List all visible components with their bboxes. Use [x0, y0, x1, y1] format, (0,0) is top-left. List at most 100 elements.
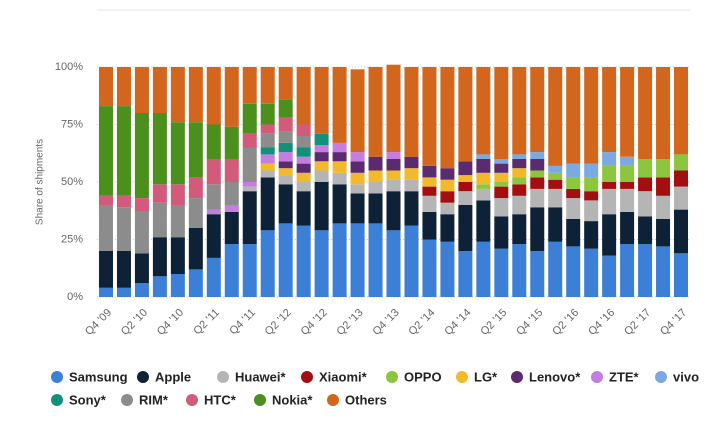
legend-label: OPPO: [404, 369, 442, 384]
legend-label: RIM*: [139, 392, 169, 407]
bar-segment: [404, 156, 419, 169]
bar-segment: [134, 253, 149, 284]
bar-segment: [458, 182, 473, 192]
bar-segment: [314, 182, 329, 231]
y-tick-label: 0%: [67, 291, 83, 303]
bar-segment: [494, 159, 509, 164]
bar-segment: [494, 198, 509, 217]
bar-segment: [332, 184, 347, 224]
bar-segment: [314, 152, 329, 162]
bar-segment: [368, 223, 383, 297]
bar-segment: [548, 67, 563, 166]
bar-segment: [458, 251, 473, 297]
bar-segment: [278, 161, 293, 169]
bar-segment: [476, 159, 491, 173]
bar-segment: [584, 248, 599, 297]
bar-segment: [170, 67, 185, 123]
bar-segment: [638, 216, 653, 245]
bar-segment: [674, 170, 689, 187]
bar-segment: [548, 241, 563, 297]
bar-segment: [584, 221, 599, 249]
bar-segment: [530, 170, 545, 178]
bar-segment: [278, 142, 293, 153]
bar-segment: [512, 184, 527, 196]
bar-segment: [98, 205, 113, 251]
bar-segment: [620, 244, 635, 297]
bar-segment: [638, 159, 653, 178]
bar-segment: [278, 99, 293, 118]
bar-segment: [188, 228, 203, 270]
bar-segment: [458, 191, 473, 205]
bar-segment: [242, 147, 257, 182]
bar-segment: [476, 241, 491, 297]
bar-segment: [296, 147, 311, 157]
bar-segment: [170, 274, 185, 297]
bar-segment: [314, 170, 329, 182]
bar-segment: [98, 106, 113, 196]
bar-segment: [602, 67, 617, 153]
bar-segment: [386, 152, 401, 159]
legend-swatch: [456, 371, 468, 383]
bar-segment: [134, 198, 149, 212]
y-tick-label: 100%: [55, 61, 83, 73]
bar-segment: [530, 159, 545, 171]
bar-segment: [260, 103, 275, 125]
bar-segment: [458, 205, 473, 251]
bar-segment: [638, 177, 653, 192]
bar-segment: [242, 244, 257, 297]
bar-segment: [494, 163, 509, 173]
bar-segment: [188, 67, 203, 123]
bar-segment: [620, 156, 635, 166]
bar-segment: [314, 133, 329, 146]
bar-segment: [674, 67, 689, 155]
y-tick-label: 25%: [61, 233, 83, 245]
bar-segment: [152, 237, 167, 277]
bar-segment: [656, 177, 671, 196]
legend-swatch: [121, 394, 133, 406]
bar-segment: [530, 207, 545, 251]
legend-swatch: [254, 394, 266, 406]
bar-segment: [134, 283, 149, 297]
bar-segment: [116, 251, 131, 288]
x-tick-label: Q2 '14: [406, 307, 437, 338]
legend-swatch: [301, 371, 313, 383]
bar-segment: [350, 172, 365, 185]
bar-segment: [350, 69, 365, 153]
bar-segment: [584, 177, 599, 192]
legend-label: Nokia*: [272, 392, 313, 407]
x-tick-label: Q4 '15: [514, 307, 545, 338]
bar-segment: [638, 191, 653, 217]
x-tick-label: Q2 '11: [191, 307, 222, 338]
bar-segment: [332, 67, 347, 143]
bar-segment: [476, 200, 491, 242]
bar-segment: [134, 211, 149, 254]
bar-segment: [530, 188, 545, 208]
bar-segment: [440, 179, 455, 192]
legend-swatch: [655, 371, 667, 383]
x-tick-label: Q2 '12: [263, 307, 294, 338]
bar-segment: [296, 225, 311, 297]
bar-segment: [458, 161, 473, 176]
legend-swatch: [51, 394, 63, 406]
bar-segment: [296, 163, 311, 173]
x-tick-label: Q2 '10: [119, 307, 150, 338]
bar-segment: [350, 193, 365, 224]
x-tick-label: Q4 '17: [658, 307, 689, 338]
bar-segment: [422, 211, 437, 240]
legend-label: Apple: [155, 369, 191, 384]
bar-segment: [548, 179, 563, 189]
bar-segment: [116, 195, 131, 208]
bar-segment: [494, 216, 509, 249]
bar-segment: [386, 170, 401, 180]
bar-segment: [188, 198, 203, 228]
bar-segment: [512, 195, 527, 215]
bar-segment: [152, 113, 167, 185]
bar-segment: [602, 214, 617, 256]
bar-segment: [494, 172, 509, 182]
bar-segment: [386, 64, 401, 153]
legend-swatch: [51, 371, 63, 383]
bar-segment: [386, 179, 401, 192]
bar-segment: [188, 177, 203, 199]
legend-label: Lenovo*: [529, 369, 581, 384]
bar-segment: [566, 218, 581, 247]
